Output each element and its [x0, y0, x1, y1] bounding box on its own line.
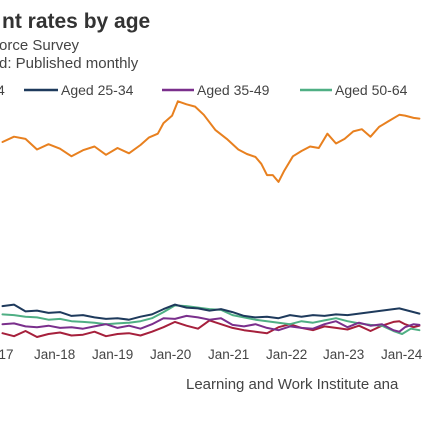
x-tick-label: Jan-21 — [208, 347, 249, 362]
plot-area — [1, 100, 421, 338]
x-tick-label: Jan-18 — [34, 347, 75, 362]
x-tick-label: Jan-20 — [150, 347, 191, 362]
x-tick-label: Jan-22 — [266, 347, 307, 362]
source-note: Learning and Work Institute ana — [186, 376, 399, 393]
series-line-2 — [1, 314, 421, 333]
series-line-4 — [1, 319, 421, 338]
chart-subtitle-line-2: d: Published monthly — [0, 55, 139, 72]
legend-label-2: Aged 35-49 — [197, 82, 270, 98]
legend-label-0: 4 — [0, 82, 5, 98]
legend-label-1: Aged 25-34 — [61, 82, 134, 98]
x-axis: -17 Jan-18 Jan-19 Jan-20 Jan-21 Jan-22 Jan-23 J… — [0, 347, 423, 362]
legend-label-3: Aged 50-64 — [335, 82, 408, 98]
x-tick-label: -17 — [0, 347, 14, 362]
x-tick-label: Jan-23 — [323, 347, 364, 362]
series-line-1 — [1, 303, 421, 321]
chart-subtitle-line-1: orce Survey — [0, 37, 80, 54]
chart-legend: 4 Aged 25-34 Aged 35-49 Aged 50-64 — [0, 82, 408, 98]
x-tick-label: Jan-19 — [92, 347, 133, 362]
series-line-0 — [1, 100, 421, 183]
chart-title: nt rates by age — [2, 10, 150, 33]
x-tick-label: Jan-24 — [381, 347, 423, 362]
